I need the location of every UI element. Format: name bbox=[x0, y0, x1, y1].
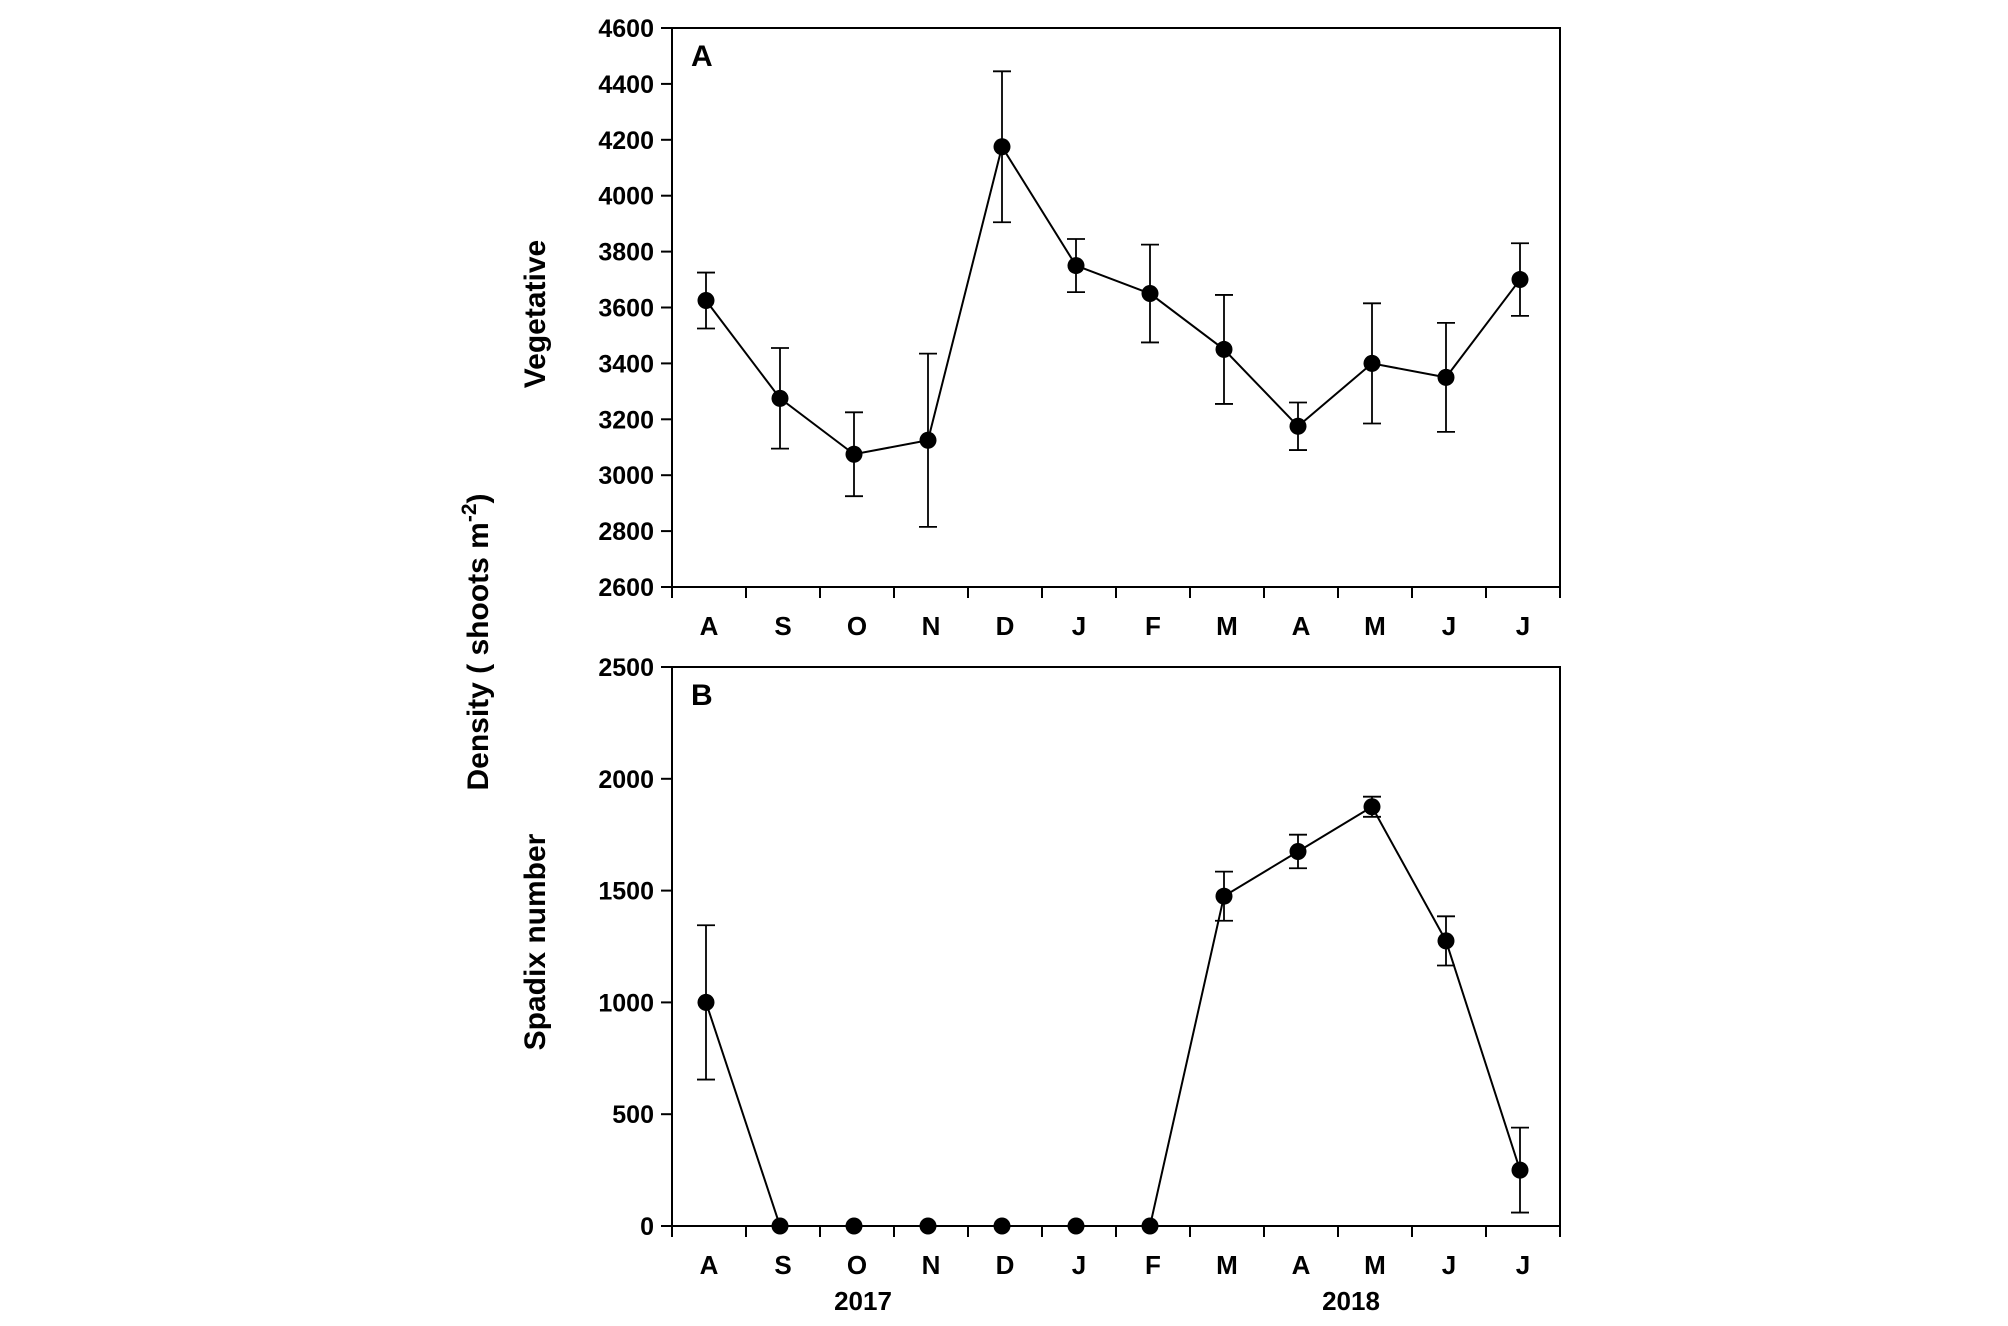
y-tick-label: 4600 bbox=[598, 15, 654, 43]
data-point bbox=[771, 389, 789, 407]
data-point bbox=[1437, 932, 1455, 950]
data-point bbox=[993, 138, 1011, 156]
x-tick-label: J bbox=[1442, 1250, 1456, 1280]
x-tick-label: J bbox=[1072, 1250, 1086, 1280]
y-tick-label: 3000 bbox=[598, 462, 654, 490]
outer-y-axis-label: Density ( shoots m-2) bbox=[458, 493, 495, 790]
y-tick-label: 3600 bbox=[598, 295, 654, 323]
x-tick-label: N bbox=[922, 611, 941, 641]
year-label-2017: 2017 bbox=[834, 1286, 892, 1316]
y-tick-label: 3200 bbox=[598, 406, 654, 434]
series-line bbox=[705, 805, 1521, 1227]
data-point bbox=[1141, 285, 1159, 303]
y-tick-label: 2800 bbox=[598, 518, 654, 546]
x-tick-label: F bbox=[1145, 1250, 1161, 1280]
y-tick-label: 1000 bbox=[598, 989, 654, 1017]
x-tick-label: A bbox=[700, 1250, 719, 1280]
data-point bbox=[845, 445, 863, 463]
outer-y-label-text: Density ( shoots m bbox=[462, 522, 495, 790]
x-tick-label: A bbox=[1292, 611, 1311, 641]
data-point bbox=[771, 1217, 789, 1235]
data-point bbox=[697, 993, 715, 1011]
x-tick-label: O bbox=[847, 1250, 867, 1280]
x-tick-label: M bbox=[1364, 1250, 1386, 1280]
data-point bbox=[1511, 271, 1529, 289]
data-point bbox=[1363, 798, 1381, 816]
y-tick-label: 3400 bbox=[598, 350, 654, 378]
x-tick-label: D bbox=[996, 1250, 1015, 1280]
y-axis-label: Spadix number bbox=[519, 833, 552, 1050]
x-tick-label: M bbox=[1364, 611, 1386, 641]
data-point bbox=[1511, 1161, 1529, 1179]
y-tick-label: 3800 bbox=[598, 239, 654, 267]
data-point bbox=[1437, 368, 1455, 386]
data-point bbox=[1215, 340, 1233, 358]
data-point bbox=[919, 431, 937, 449]
y-axis-label: Vegetative bbox=[519, 240, 552, 388]
panel-label: B bbox=[691, 679, 713, 712]
x-tick-label: J bbox=[1516, 611, 1530, 641]
x-tick-label: N bbox=[922, 1250, 941, 1280]
y-tick-label: 1500 bbox=[598, 878, 654, 906]
x-tick-label: S bbox=[774, 1250, 791, 1280]
data-point bbox=[919, 1217, 937, 1235]
y-tick-label: 4200 bbox=[598, 127, 654, 155]
series-line bbox=[705, 144, 1521, 456]
x-tick-label: J bbox=[1516, 1250, 1530, 1280]
data-point bbox=[993, 1217, 1011, 1235]
x-tick-label: M bbox=[1216, 611, 1238, 641]
x-tick-label: A bbox=[700, 611, 719, 641]
y-tick-label: 2500 bbox=[598, 654, 654, 682]
x-tick-label: A bbox=[1292, 1250, 1311, 1280]
panel-label: A bbox=[691, 40, 713, 73]
y-tick-label: 4400 bbox=[598, 71, 654, 99]
data-point bbox=[1141, 1217, 1159, 1235]
x-tick-label: S bbox=[774, 611, 791, 641]
data-point bbox=[845, 1217, 863, 1235]
x-tick-label: D bbox=[996, 611, 1015, 641]
data-point bbox=[1067, 257, 1085, 275]
y-tick-label: 2000 bbox=[598, 766, 654, 794]
plot-frame bbox=[671, 666, 1561, 1227]
x-tick-label: F bbox=[1145, 611, 1161, 641]
panel-b: 0 500 1000 1500 2000 2500 A S O N D J F M A M J J B Spadix … bbox=[519, 654, 1561, 1280]
y-tick-label: 2600 bbox=[598, 574, 654, 602]
x-tick-label: O bbox=[847, 611, 867, 641]
plot-frame bbox=[671, 27, 1561, 588]
x-tick-label: M bbox=[1216, 1250, 1238, 1280]
data-point bbox=[1363, 354, 1381, 372]
year-label-2018: 2018 bbox=[1322, 1286, 1380, 1316]
outer-y-label-close: ) bbox=[462, 493, 495, 503]
y-tick-label: 0 bbox=[640, 1213, 654, 1241]
data-point bbox=[1215, 887, 1233, 905]
data-point bbox=[1289, 842, 1307, 860]
data-point bbox=[697, 292, 715, 310]
outer-y-label-sup: -2 bbox=[458, 503, 481, 522]
data-point bbox=[1289, 417, 1307, 435]
data-point bbox=[1067, 1217, 1085, 1235]
x-tick-label: J bbox=[1442, 611, 1456, 641]
y-tick-label: 500 bbox=[612, 1101, 654, 1129]
x-tick-label: J bbox=[1072, 611, 1086, 641]
y-tick-label: 4000 bbox=[598, 183, 654, 211]
panel-a: 2600 2800 3000 3200 3400 3600 3800 4000 4200 4400… bbox=[519, 15, 1561, 641]
